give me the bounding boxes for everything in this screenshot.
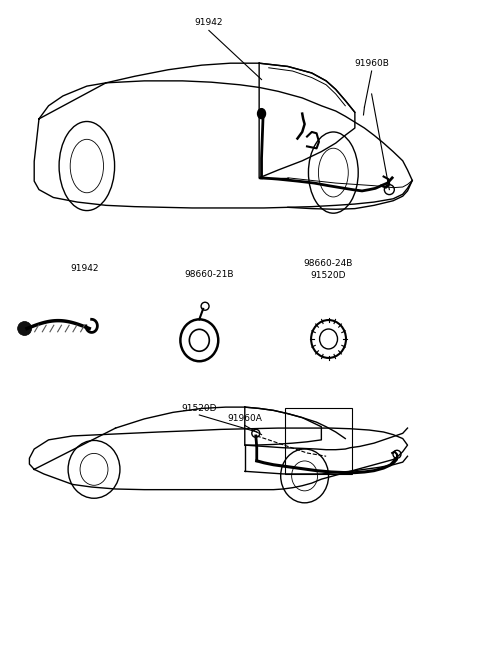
- Text: 91520D: 91520D: [181, 404, 217, 413]
- Text: 91520D: 91520D: [311, 271, 346, 280]
- Text: 98660-21B: 98660-21B: [184, 270, 234, 279]
- Text: 91942: 91942: [195, 18, 223, 27]
- Ellipse shape: [258, 108, 265, 119]
- Text: 91942: 91942: [70, 265, 99, 273]
- Text: 91960A: 91960A: [228, 415, 262, 424]
- Text: 91960B: 91960B: [354, 58, 389, 68]
- Circle shape: [18, 321, 32, 336]
- Text: 98660-24B: 98660-24B: [304, 260, 353, 268]
